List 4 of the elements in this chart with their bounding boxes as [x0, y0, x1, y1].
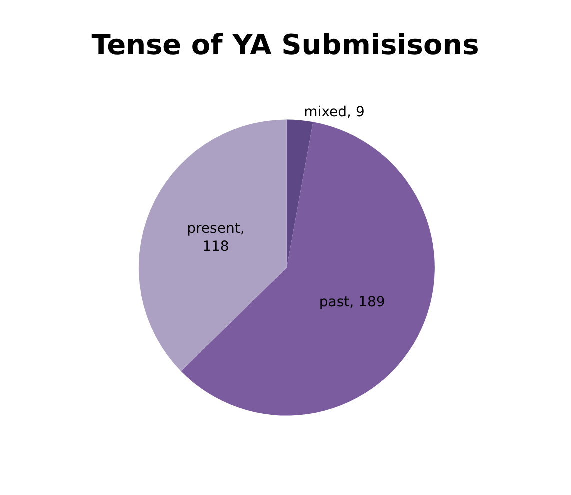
chart-title: Tense of YA Submisisons [92, 28, 480, 62]
slice-label: present, 118 [187, 220, 245, 256]
slice-label: past, 189 [319, 294, 386, 310]
slice-label: mixed, 9 [304, 104, 365, 120]
